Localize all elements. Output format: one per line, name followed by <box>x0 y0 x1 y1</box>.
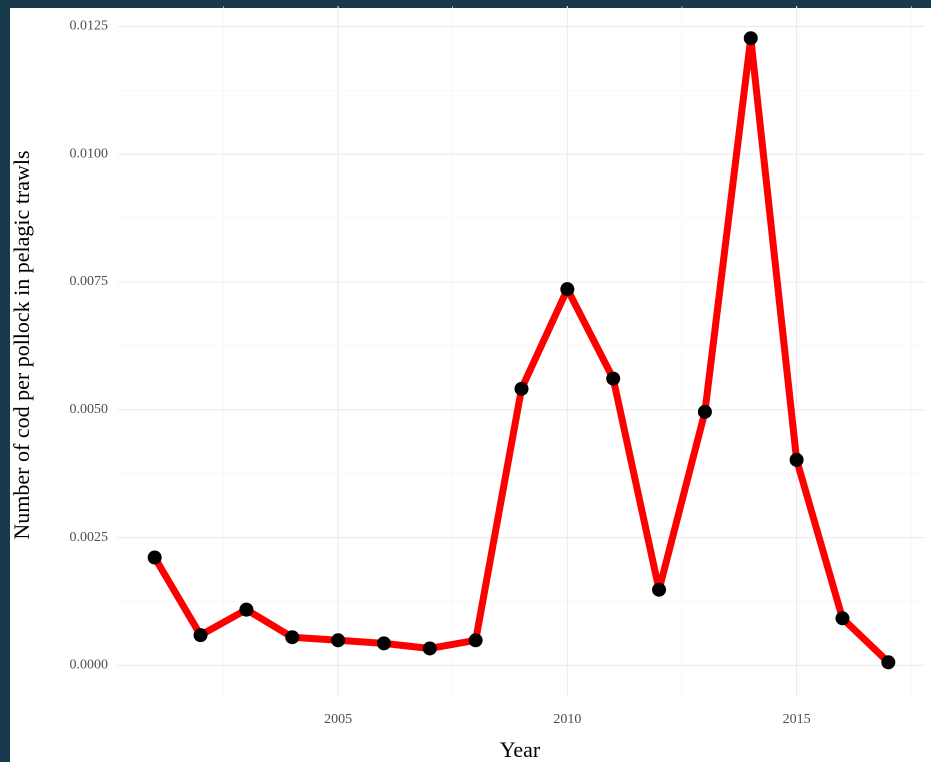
y-tick-label: 0.0000 <box>70 658 109 673</box>
point <box>422 641 437 656</box>
y-tick-label: 0.0025 <box>70 530 109 545</box>
y-tick-label: 0.0125 <box>70 19 109 34</box>
point <box>697 404 712 419</box>
point <box>835 611 850 626</box>
plot-area: 0.0000 0.0025 0.0050 0.0075 0.0100 0.0125 2005… <box>70 6 925 727</box>
point <box>147 550 162 565</box>
point <box>514 381 529 396</box>
point <box>193 628 208 643</box>
x-axis-label: Year <box>500 737 541 762</box>
point <box>285 630 300 645</box>
point <box>560 282 575 297</box>
chart-background <box>10 8 931 762</box>
point <box>881 655 896 670</box>
point <box>789 452 804 467</box>
y-tick-label: 0.0100 <box>70 146 109 161</box>
point <box>652 582 667 597</box>
point <box>239 602 254 617</box>
x-tick-label: 2015 <box>783 712 811 727</box>
point <box>606 371 621 386</box>
y-tick-label: 0.0050 <box>70 402 109 417</box>
x-tick-label: 2010 <box>553 712 581 727</box>
point <box>468 633 483 648</box>
point <box>331 633 346 648</box>
point <box>376 636 391 651</box>
x-tick-label: 2005 <box>324 712 352 727</box>
y-tick-label: 0.0075 <box>70 274 109 289</box>
point <box>743 31 758 46</box>
y-axis-label: Number of cod per pollock in pelagic tra… <box>9 150 34 539</box>
